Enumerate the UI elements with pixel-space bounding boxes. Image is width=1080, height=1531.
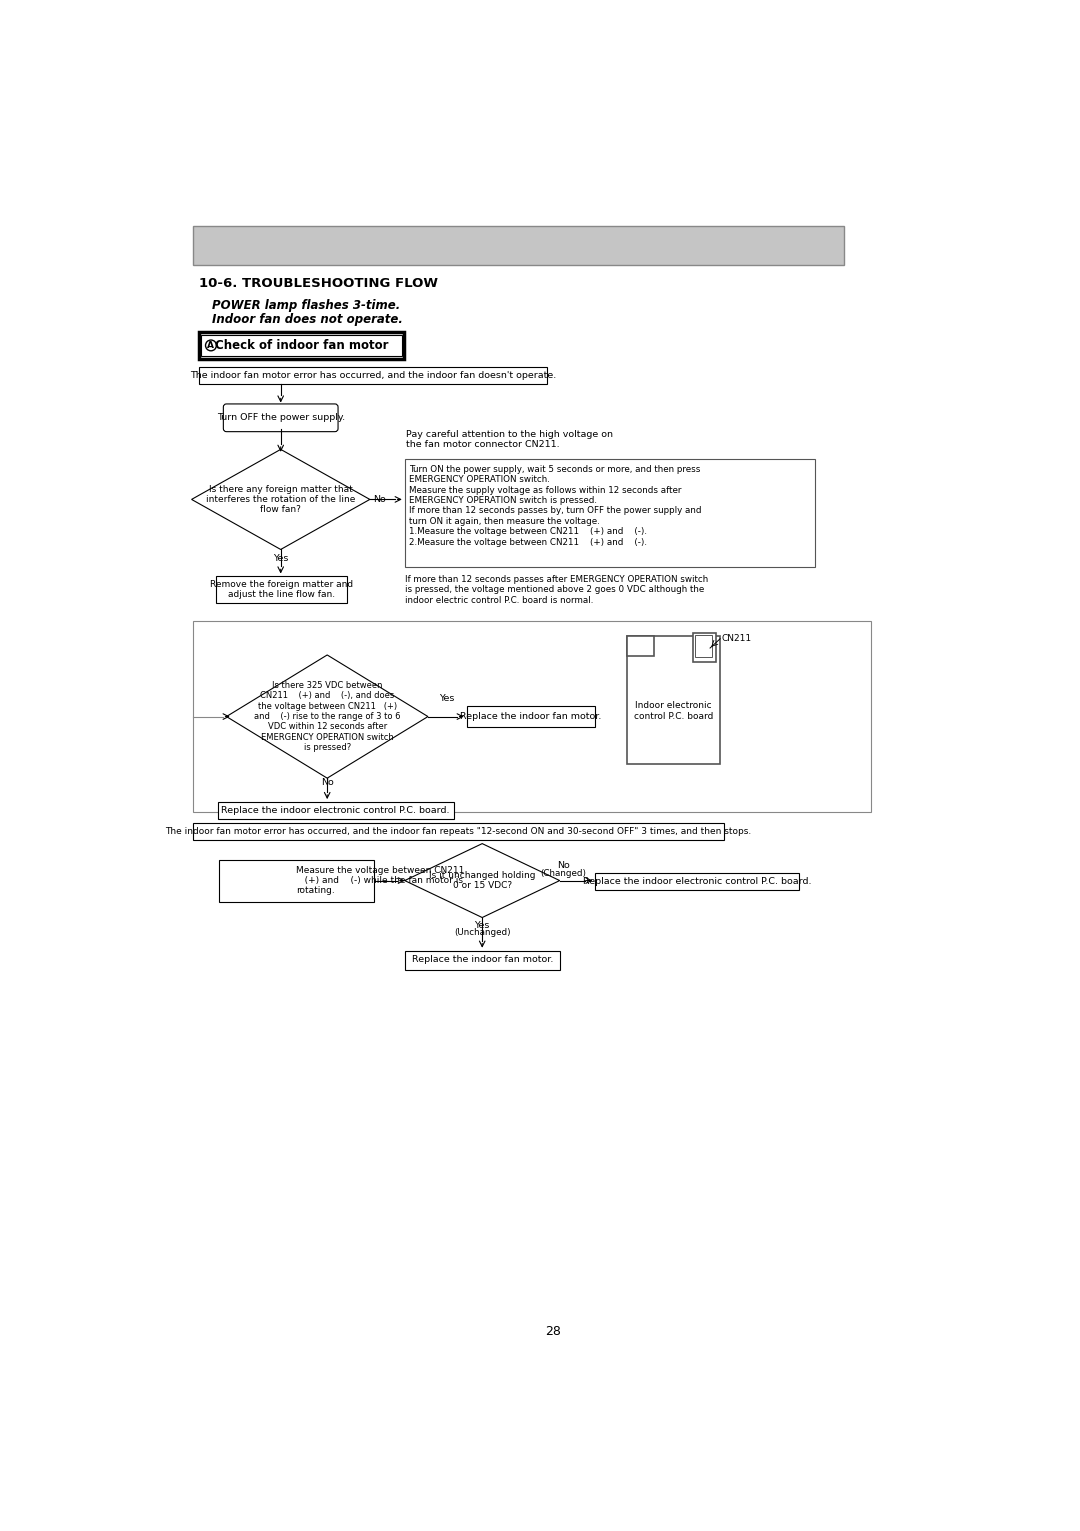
FancyBboxPatch shape bbox=[224, 404, 338, 432]
Bar bbox=[199, 332, 404, 358]
Text: Check of indoor fan motor: Check of indoor fan motor bbox=[215, 338, 389, 352]
Text: Replace the indoor fan motor.: Replace the indoor fan motor. bbox=[411, 955, 553, 965]
Text: The indoor fan motor error has occurred, and the indoor fan repeats "12-second O: The indoor fan motor error has occurred,… bbox=[165, 827, 752, 836]
Text: POWER lamp flashes 3-time.: POWER lamp flashes 3-time. bbox=[213, 299, 401, 312]
Polygon shape bbox=[405, 844, 559, 917]
Text: Indoor fan does not operate.: Indoor fan does not operate. bbox=[213, 312, 403, 326]
Text: (Unchanged): (Unchanged) bbox=[454, 928, 511, 937]
Polygon shape bbox=[227, 655, 428, 778]
Text: (Changed): (Changed) bbox=[541, 870, 586, 879]
Text: Is it unchanged holding
0 or 15 VDC?: Is it unchanged holding 0 or 15 VDC? bbox=[429, 871, 536, 890]
Text: Indoor electronic
control P.C. board: Indoor electronic control P.C. board bbox=[634, 701, 713, 721]
Text: Pay careful attention to the high voltage on
the fan motor connector CN211.: Pay careful attention to the high voltag… bbox=[406, 430, 613, 449]
Bar bbox=[405, 459, 815, 566]
Text: Measure the voltage between CN211
   (+) and    (-) while the fan motor is
rotat: Measure the voltage between CN211 (+) an… bbox=[296, 865, 464, 896]
Text: Is there any foreign matter that
interferes the rotation of the line
flow fan?: Is there any foreign matter that interfe… bbox=[206, 484, 355, 514]
Text: Remove the foreign matter and
adjust the line flow fan.: Remove the foreign matter and adjust the… bbox=[210, 580, 353, 599]
Bar bbox=[627, 637, 720, 764]
Text: Turn ON the power supply, wait 5 seconds or more, and then press
EMERGENCY OPERA: Turn ON the power supply, wait 5 seconds… bbox=[408, 465, 701, 547]
Bar bbox=[467, 706, 595, 727]
Text: No: No bbox=[373, 495, 386, 504]
Text: A: A bbox=[207, 341, 215, 351]
Text: Replace the indoor electronic control P.C. board.: Replace the indoor electronic control P.… bbox=[582, 877, 811, 886]
Text: Turn OFF the power supply.: Turn OFF the power supply. bbox=[217, 413, 345, 423]
Text: Replace the indoor electronic control P.C. board.: Replace the indoor electronic control P.… bbox=[221, 805, 450, 814]
Text: 10-6. TROUBLESHOOTING FLOW: 10-6. TROUBLESHOOTING FLOW bbox=[199, 277, 437, 291]
Polygon shape bbox=[191, 450, 369, 550]
Bar bbox=[218, 860, 374, 902]
Bar bbox=[193, 227, 845, 265]
Text: Yes: Yes bbox=[273, 554, 288, 563]
Text: If more than 12 seconds passes after EMERGENCY OPERATION switch
is pressed, the : If more than 12 seconds passes after EME… bbox=[405, 574, 708, 605]
Text: Is there 325 VDC between
CN211    (+) and    (-), and does
the voltage between C: Is there 325 VDC between CN211 (+) and (… bbox=[254, 681, 401, 752]
Bar bbox=[627, 637, 654, 655]
Bar bbox=[199, 367, 548, 384]
Bar bbox=[696, 635, 713, 657]
Text: No: No bbox=[557, 862, 570, 871]
Bar bbox=[218, 802, 455, 819]
Bar bbox=[405, 951, 559, 971]
Text: Yes: Yes bbox=[438, 694, 455, 703]
Bar bbox=[595, 873, 799, 890]
Text: Yes: Yes bbox=[474, 920, 490, 929]
Bar bbox=[693, 632, 716, 661]
Text: No: No bbox=[321, 778, 334, 787]
Bar bbox=[216, 576, 347, 603]
Text: CN211: CN211 bbox=[721, 634, 752, 643]
Bar bbox=[193, 822, 724, 841]
Text: The indoor fan motor error has occurred, and the indoor fan doesn't operate.: The indoor fan motor error has occurred,… bbox=[190, 371, 556, 380]
Bar bbox=[193, 622, 872, 811]
Text: 28: 28 bbox=[545, 1324, 562, 1338]
Bar bbox=[201, 335, 402, 357]
Text: Replace the indoor fan motor.: Replace the indoor fan motor. bbox=[460, 712, 600, 721]
